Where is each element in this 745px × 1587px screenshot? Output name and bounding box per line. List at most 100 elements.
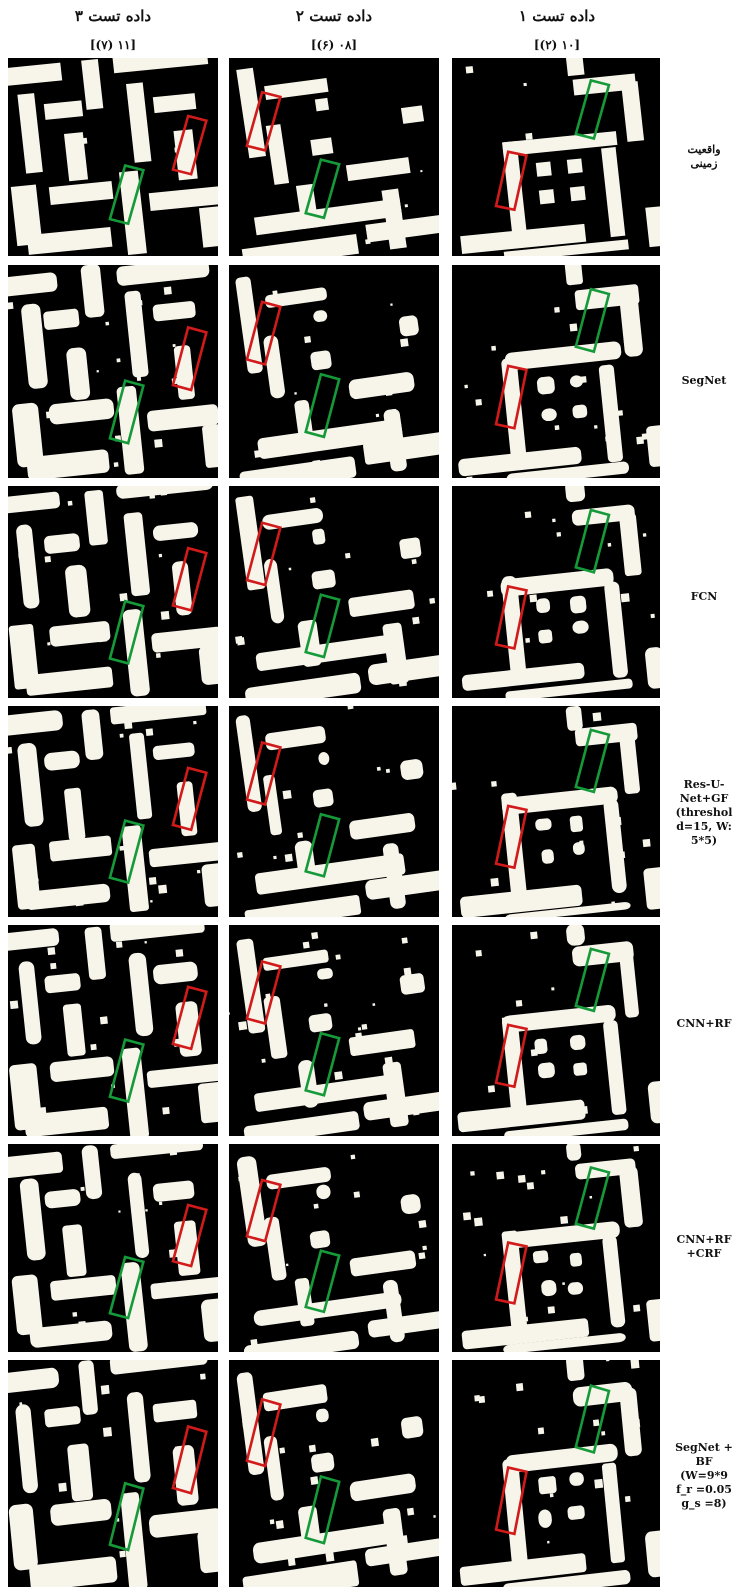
- building-mask: [65, 564, 91, 618]
- false-positive-box: [247, 92, 280, 150]
- correct-detection-box: [110, 1483, 143, 1550]
- segmentation-tile: [452, 1360, 660, 1587]
- noise-blob: [464, 384, 468, 389]
- noise-blob: [523, 1316, 529, 1322]
- noise-blob: [213, 897, 218, 904]
- noise-blob: [80, 137, 88, 145]
- noise-blob: [358, 425, 366, 433]
- correct-detection-box: [576, 1168, 609, 1229]
- building-mask: [48, 181, 114, 205]
- correct-detection-box: [576, 949, 609, 1011]
- noise-blob: [579, 1106, 588, 1115]
- noise-blob: [313, 1203, 319, 1209]
- tile-image: [452, 706, 660, 917]
- false-positive-box: [173, 327, 206, 390]
- column-header-test3: داده تست ۳ [(۷) ۱۱]: [8, 6, 218, 54]
- column-subtitle: [(۶) ۰۸]: [310, 38, 358, 52]
- building-mask: [398, 315, 419, 337]
- segmentation-tile: [452, 706, 660, 917]
- noise-blob: [603, 1252, 608, 1257]
- building-mask: [459, 1553, 587, 1586]
- building-mask: [10, 184, 43, 247]
- segmentation-tile: [229, 58, 439, 256]
- tile-image: [8, 1144, 218, 1352]
- building-mask: [363, 1091, 439, 1121]
- noise-blob: [158, 553, 163, 558]
- building-mask: [49, 1056, 115, 1082]
- building-mask: [541, 1279, 557, 1297]
- noise-blob: [525, 637, 531, 643]
- building-mask: [126, 1391, 151, 1483]
- noise-blob: [579, 840, 584, 845]
- building-mask: [367, 654, 439, 686]
- building-mask: [148, 841, 218, 868]
- noise-blob: [347, 706, 354, 710]
- building-mask: [534, 1038, 548, 1055]
- noise-blob: [90, 1043, 97, 1051]
- building-mask: [21, 303, 48, 389]
- building-mask: [312, 528, 326, 545]
- correct-detection-box: [110, 166, 143, 224]
- building-mask: [44, 1406, 81, 1428]
- building-mask: [460, 223, 587, 254]
- building-mask: [8, 928, 60, 952]
- building-mask: [345, 157, 411, 182]
- tile-image: [8, 486, 218, 697]
- noise-blob: [47, 947, 56, 956]
- noise-blob: [631, 1418, 641, 1428]
- noise-blob: [465, 66, 474, 74]
- building-mask: [349, 1250, 417, 1277]
- false-positive-box: [496, 806, 526, 868]
- noise-blob: [612, 816, 622, 826]
- row-label-fcn: FCN: [690, 590, 718, 603]
- false-positive-box: [173, 987, 206, 1049]
- segmentation-tile: [452, 265, 660, 478]
- building-mask: [81, 1145, 103, 1200]
- building-mask: [349, 813, 416, 840]
- building-mask: [8, 710, 63, 736]
- noise-blob: [496, 1171, 505, 1180]
- segmentation-tile: [229, 925, 439, 1136]
- correct-detection-box: [306, 814, 339, 876]
- noise-blob: [277, 1258, 283, 1264]
- building-mask: [310, 137, 334, 156]
- building-mask: [400, 759, 424, 780]
- building-mask: [603, 798, 627, 894]
- building-mask: [152, 1399, 198, 1423]
- noise-blob: [282, 789, 292, 800]
- building-mask: [49, 835, 113, 862]
- building-mask: [538, 1509, 552, 1528]
- false-positive-box: [496, 586, 526, 648]
- noise-blob: [511, 1272, 515, 1276]
- noise-blob: [487, 1085, 496, 1093]
- tile-image: [235, 276, 439, 478]
- building-mask: [535, 818, 552, 831]
- noise-blob: [325, 1552, 335, 1562]
- noise-blob: [160, 488, 168, 496]
- noise-blob: [312, 1168, 318, 1174]
- tile-image: [458, 265, 660, 478]
- tile-image: [460, 58, 660, 256]
- building-mask: [312, 788, 334, 808]
- noise-blob: [475, 950, 482, 957]
- noise-blob: [607, 542, 612, 547]
- noise-blob: [411, 558, 417, 565]
- building-mask: [18, 961, 42, 1045]
- noise-blob: [517, 1174, 526, 1183]
- building-mask: [502, 131, 618, 157]
- correct-detection-box: [110, 1257, 143, 1318]
- noise-blob: [272, 290, 278, 296]
- noise-blob: [284, 853, 293, 862]
- building-mask: [460, 884, 583, 917]
- noise-blob: [100, 1384, 110, 1395]
- building-mask: [309, 1230, 331, 1249]
- building-mask: [255, 633, 404, 671]
- building-mask: [124, 290, 149, 378]
- building-mask: [316, 1184, 331, 1200]
- building-mask: [504, 341, 622, 371]
- noise-blob: [581, 946, 586, 951]
- noise-blob: [149, 492, 156, 499]
- building-mask: [500, 568, 614, 597]
- building-mask: [619, 951, 639, 1018]
- noise-blob: [525, 132, 533, 140]
